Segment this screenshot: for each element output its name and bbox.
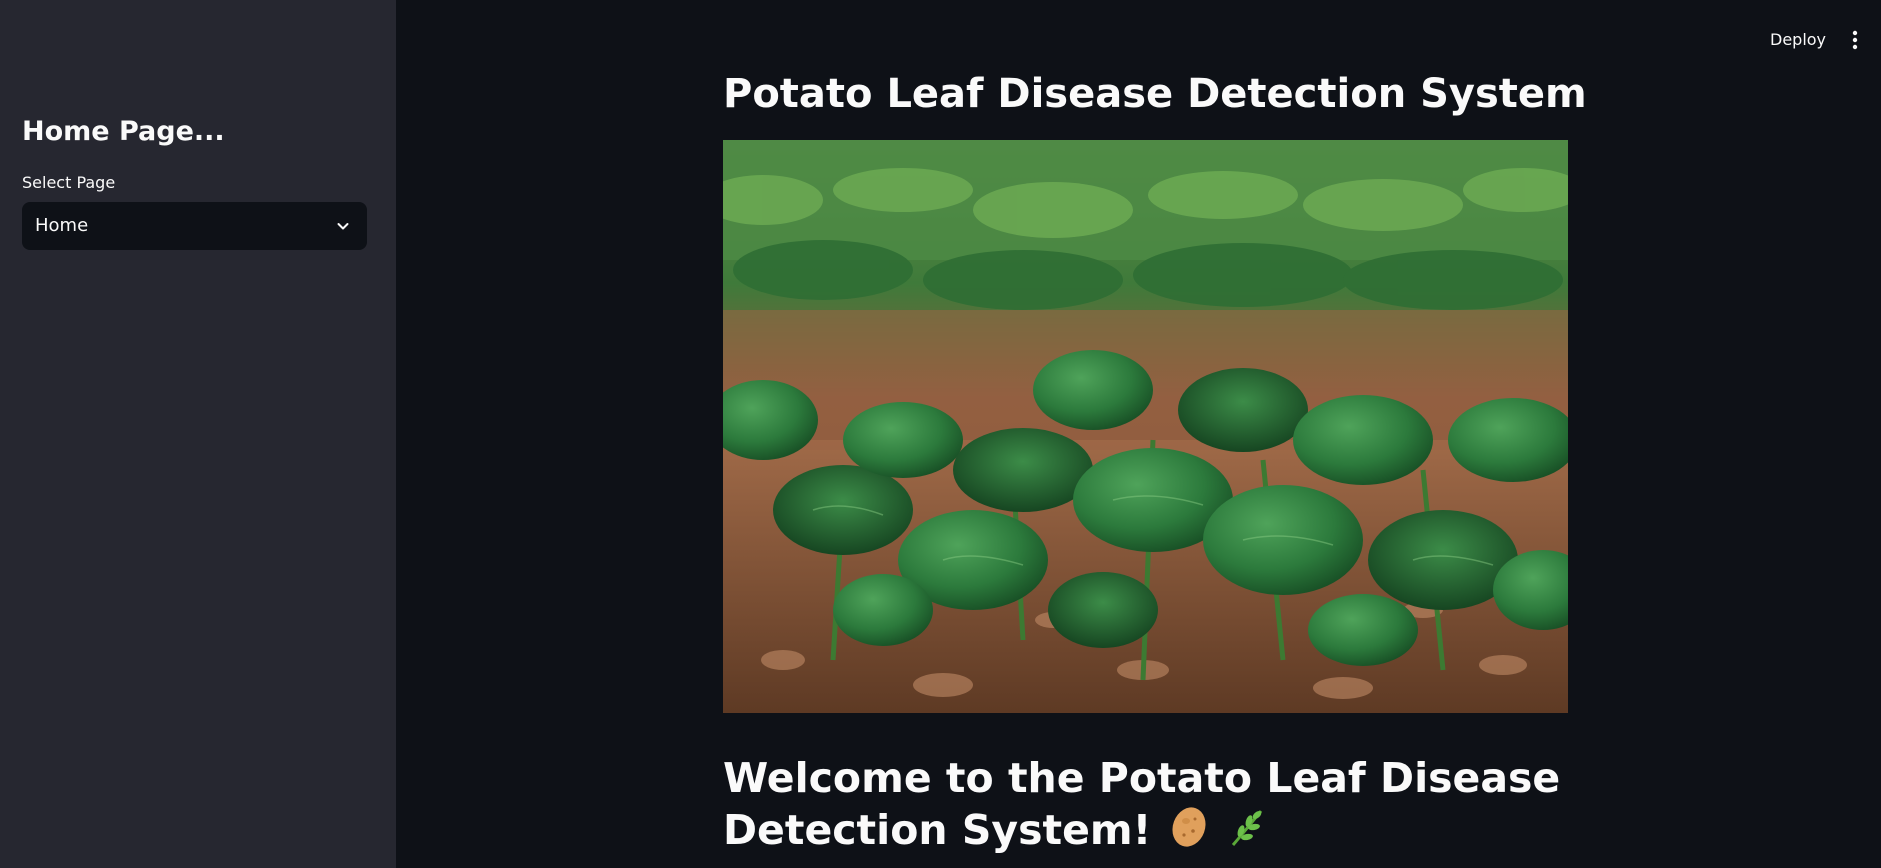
sidebar-title: Home Page... <box>22 116 225 147</box>
herb-emoji <box>1227 805 1267 861</box>
deploy-button[interactable]: Deploy <box>1770 30 1827 49</box>
select-page-dropdown[interactable]: Home <box>22 202 367 250</box>
page-title: Potato Leaf Disease Detection System <box>723 71 1587 117</box>
kebab-menu-icon[interactable] <box>1843 26 1867 54</box>
welcome-text: Welcome to the Potato Leaf Disease Detec… <box>723 754 1561 854</box>
potato-field-image <box>723 140 1568 713</box>
welcome-heading: Welcome to the Potato Leaf Disease Detec… <box>723 752 1603 861</box>
potato-emoji <box>1169 805 1209 861</box>
select-page-value: Home <box>35 215 89 236</box>
sidebar: Home Page... Select Page Home <box>0 0 396 868</box>
chevron-down-icon <box>337 223 349 230</box>
select-page-label: Select Page <box>22 173 116 192</box>
